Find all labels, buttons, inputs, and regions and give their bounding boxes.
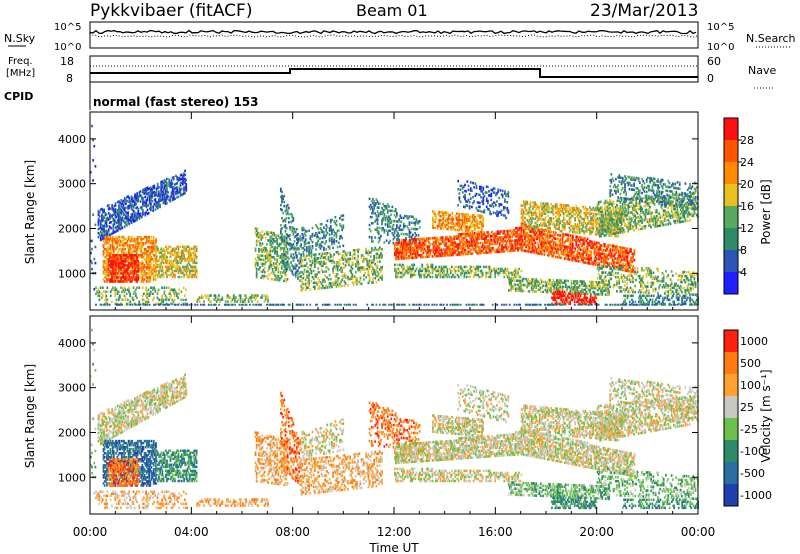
colorbar-segment xyxy=(724,118,738,140)
velocity-colorbar-tick: 100 xyxy=(740,379,761,392)
power-colorbar-tick: 4 xyxy=(740,266,747,279)
y-tick-label: 4000 xyxy=(58,133,86,146)
date-title: 23/Mar/2013 xyxy=(590,1,698,21)
colorbar-segment xyxy=(724,206,738,228)
power-colorbar-tick: 20 xyxy=(740,178,754,191)
colorbar-segment xyxy=(724,272,738,294)
x-tick-label: 04:00 xyxy=(174,525,209,539)
noise-sky-label: N.Sky xyxy=(4,32,36,45)
colorbar-segment xyxy=(724,462,738,484)
x-tick-label: 20:00 xyxy=(579,525,614,539)
x-tick-label: 00:00 xyxy=(681,525,716,539)
colorbar-segment xyxy=(724,352,738,374)
y-tick-label: 2000 xyxy=(58,222,86,235)
velocity-colorbar-label: Velocity [m s⁻¹] xyxy=(759,369,773,462)
velocity-y-axis-label: Slant Range [km] xyxy=(23,364,37,468)
velocity-colorbar-tick: -500 xyxy=(740,467,765,480)
y-tick-label: 3000 xyxy=(58,382,86,395)
x-axis-title: Time UT xyxy=(368,541,419,554)
noise-right-tick-high: 10^5 xyxy=(707,22,734,33)
colorbar-segment xyxy=(724,250,738,272)
freq-panel: Freq. [MHz] 18 8 60 0 Nave CPID normal (… xyxy=(4,55,776,110)
y-tick-label: 3000 xyxy=(58,178,86,191)
velocity-colorbar-tick: -25 xyxy=(740,423,758,436)
colorbar-segment xyxy=(724,484,738,506)
y-tick-label: 1000 xyxy=(58,471,86,484)
colorbar-segment xyxy=(724,396,738,418)
cpid-label: CPID xyxy=(4,90,33,103)
power-data xyxy=(90,124,699,306)
x-tick-label: 12:00 xyxy=(377,525,412,539)
colorbar-segment xyxy=(724,330,738,352)
velocity-panel: Slant Range [km] 1000 2000 3000 4000 xyxy=(23,315,699,515)
freq-right-tick-low: 0 xyxy=(707,72,714,85)
velocity-colorbar-tick: 500 xyxy=(740,357,761,370)
velocity-data xyxy=(90,328,699,510)
noise-search-label: N.Search xyxy=(746,32,796,45)
nave-label: Nave xyxy=(748,64,776,77)
y-tick-label: 4000 xyxy=(58,337,86,350)
power-colorbar-tick: 12 xyxy=(740,222,754,235)
colorbar-segment xyxy=(724,184,738,206)
power-colorbar-label: Power [dB] xyxy=(759,179,773,244)
colorbar-segment xyxy=(724,374,738,396)
station-title: Pykkvibaer (fitACF) xyxy=(90,1,252,21)
velocity-colorbar-tick: 25 xyxy=(740,401,754,414)
noise-left-tick-low: 10^0 xyxy=(54,42,81,53)
y-tick-label: 2000 xyxy=(58,426,86,439)
beam-title: Beam 01 xyxy=(356,1,428,20)
velocity-colorbar-tick: -100 xyxy=(740,445,765,458)
power-panel: Slant Range [km] 1000 2000 3000 4000 xyxy=(23,111,699,311)
velocity-colorbar-tick: -1000 xyxy=(740,489,772,502)
cpid-text: normal (fast stereo) 153 xyxy=(93,95,259,109)
power-colorbar-tick: 24 xyxy=(740,156,754,169)
noise-right-tick-low: 10^0 xyxy=(707,42,734,53)
noise-left-tick-high: 10^5 xyxy=(54,22,81,33)
x-tick-label: 08:00 xyxy=(275,525,310,539)
colorbar-segment xyxy=(724,440,738,462)
power-colorbar: 4 8 12 16 20 24 28 xyxy=(723,117,754,295)
y-tick-label: 1000 xyxy=(58,267,86,280)
power-colorbar-tick: 8 xyxy=(740,244,747,257)
power-colorbar-tick: 28 xyxy=(740,134,754,147)
colorbar-segment xyxy=(724,418,738,440)
colorbar-segment xyxy=(724,228,738,250)
power-y-axis-label: Slant Range [km] xyxy=(23,160,37,264)
velocity-colorbar: 1000 500 100 25 -25 -100 -500 -1000 xyxy=(723,329,772,507)
colorbar-segment xyxy=(724,162,738,184)
freq-right-tick-high: 60 xyxy=(707,55,721,68)
power-colorbar-tick: 16 xyxy=(740,200,754,213)
noise-panel: N.Sky 10^5 10^0 10^5 10^0 N.Search xyxy=(4,21,796,53)
x-tick-label: 16:00 xyxy=(478,525,513,539)
colorbar-segment xyxy=(724,140,738,162)
freq-left-tick-low: 8 xyxy=(66,72,73,85)
freq-left-tick-high: 18 xyxy=(60,55,74,68)
freq-unit: [MHz] xyxy=(6,68,35,79)
x-tick-label: 00:00 xyxy=(73,525,108,539)
velocity-colorbar-tick: 1000 xyxy=(740,335,768,348)
freq-label: Freq. xyxy=(8,56,33,67)
